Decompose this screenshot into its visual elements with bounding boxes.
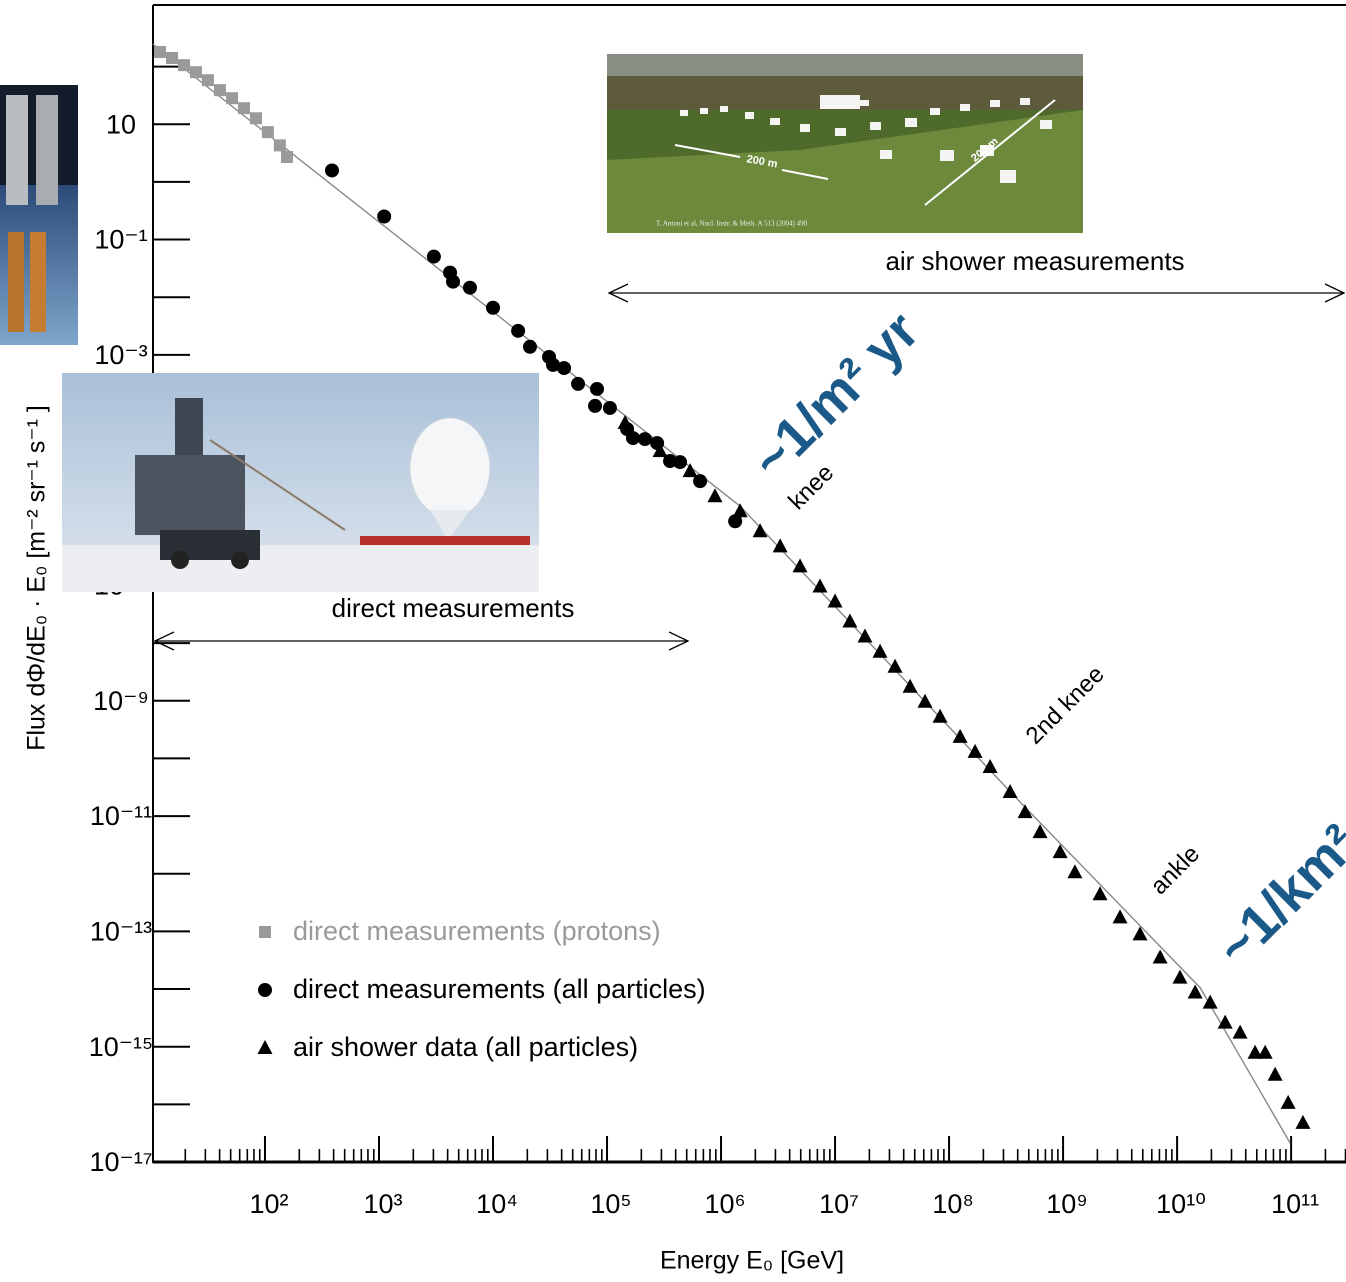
photo-truck [360, 536, 530, 545]
square-marker [190, 66, 202, 78]
x-tick-label: 10⁸ [932, 1189, 973, 1219]
x-tick-label: 10⁵ [590, 1189, 631, 1219]
photo-ground [62, 545, 539, 592]
triangle-marker [1053, 844, 1068, 858]
triangle-marker [1268, 1067, 1283, 1081]
triangle-marker [1067, 864, 1082, 878]
x-tick-label: 10⁴ [476, 1189, 518, 1219]
triangle-marker [1033, 824, 1048, 838]
y-tick-label: 10 [106, 109, 136, 139]
y-tick-label: 10⁻¹⁵ [89, 1032, 153, 1062]
x-tick-label: 10² [249, 1189, 288, 1219]
triangle-marker [1233, 1025, 1248, 1039]
triangle-marker [753, 523, 768, 537]
range-label: air shower measurements [885, 246, 1184, 276]
triangle-marker [857, 629, 872, 643]
circle-marker [603, 401, 617, 415]
photo-station [0, 85, 78, 345]
circle-marker [446, 275, 460, 289]
triangle-marker [933, 709, 948, 723]
triangle-marker [842, 614, 857, 628]
triangle-marker [873, 644, 888, 658]
circle-marker [463, 281, 477, 295]
photo-balloon-shape [410, 418, 490, 518]
x-tick-label: 10⁶ [704, 1189, 745, 1219]
square-marker [238, 102, 250, 114]
square-marker [202, 74, 214, 86]
x-tick-label: 10¹¹ [1271, 1189, 1319, 1219]
circle-marker [588, 399, 602, 413]
triangle-marker [1133, 926, 1148, 940]
triangle-marker [888, 659, 903, 673]
y-tick-label: 10⁻¹¹ [90, 801, 152, 831]
circle-marker [557, 361, 571, 375]
triangle-marker [953, 729, 968, 743]
triangle-marker [1018, 804, 1033, 818]
square-marker [281, 151, 293, 163]
photo-array: 200 m 200 m T. Antoni et al, Nucl. Instr… [607, 54, 1083, 233]
triangle-marker [733, 503, 748, 517]
legend: direct measurements (protons) direct meas… [258, 916, 706, 1062]
legend-label: direct measurements (protons) [293, 916, 661, 946]
circle-marker [590, 382, 604, 396]
circle-marker [377, 210, 391, 224]
triangle-marker [1258, 1045, 1273, 1059]
y-tick-label: 10⁻³ [94, 340, 147, 370]
legend-label: air shower data (all particles) [293, 1032, 638, 1062]
chart: 1010⁻¹10⁻³10⁻⁵10⁻⁷10⁻⁹10⁻¹¹10⁻¹³10⁻¹⁵10⁻… [0, 0, 1346, 1282]
range-label: direct measurements [332, 593, 575, 623]
x-tick-label: 10³ [363, 1189, 402, 1219]
photo-balloon [62, 373, 539, 592]
y-axis-title: Flux dΦ/dE₀ · E₀ [m⁻² sr⁻¹ s⁻¹ ] [23, 405, 51, 751]
triangle-marker [1295, 1115, 1310, 1129]
triangle-marker [1281, 1095, 1296, 1109]
triangle-marker [968, 744, 983, 758]
annotation: 2nd knee [1021, 661, 1110, 750]
y-tick-label: 10⁻¹⁷ [89, 1147, 152, 1177]
square-marker [226, 92, 238, 104]
triangle-marker [983, 759, 998, 773]
circle-marker [673, 455, 687, 469]
circle-marker [325, 163, 339, 177]
square-marker [214, 84, 226, 96]
circle-marker [638, 432, 652, 446]
x-axis-title: Energy E₀ [GeV] [660, 1247, 844, 1275]
circle-marker [427, 250, 441, 264]
square-marker [178, 59, 190, 71]
square-marker [259, 926, 271, 938]
photo-vehicle [135, 455, 245, 535]
y-tick-label: 10⁻¹³ [90, 917, 152, 947]
triangle-marker [773, 538, 788, 552]
triangle-marker [258, 1040, 273, 1054]
circle-marker [626, 431, 640, 445]
square-marker [166, 52, 178, 64]
x-tick-label: 10¹⁰ [1156, 1189, 1206, 1219]
circle-marker [486, 301, 500, 315]
square-marker [154, 46, 166, 58]
x-tick-label: 10⁷ [819, 1189, 859, 1219]
square-marker [274, 139, 286, 151]
rate-annotation: ~1/km² [1205, 813, 1346, 977]
circle-marker [511, 324, 525, 338]
circle-marker [571, 377, 585, 391]
square-marker [250, 112, 262, 124]
photo-credit: T. Antoni et al, Nucl. Instr. & Meth. A … [656, 220, 808, 228]
square-marker [262, 126, 274, 138]
y-tick-label: 10⁻¹ [94, 225, 147, 255]
y-tick-label: 10⁻⁹ [93, 686, 149, 716]
triangle-marker [1093, 886, 1108, 900]
rate-annotation: ~1/m² yr [740, 300, 930, 490]
x-tick-label: 10⁹ [1046, 1189, 1088, 1219]
triangle-marker [618, 415, 633, 429]
circle-marker [523, 340, 537, 354]
triangle-marker [1188, 985, 1203, 999]
legend-label: direct measurements (all particles) [293, 974, 706, 1004]
triangle-marker [793, 558, 808, 572]
circle-marker [258, 983, 272, 997]
annotation: ankle [1145, 840, 1205, 900]
